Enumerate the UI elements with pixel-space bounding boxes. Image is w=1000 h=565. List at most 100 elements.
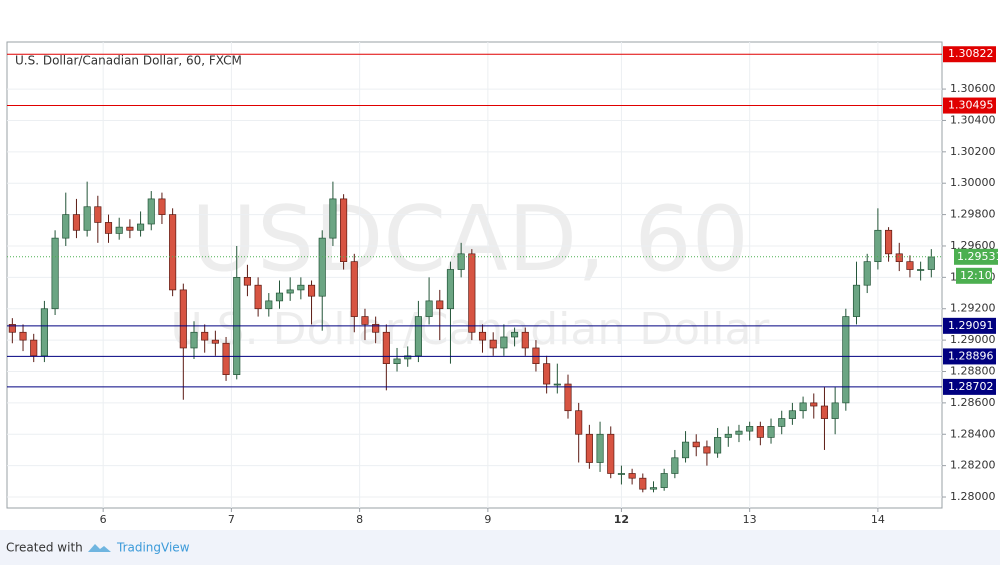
candle-body [703, 446, 711, 454]
candle-body [179, 289, 187, 349]
candle-body [393, 358, 401, 364]
candle-body [628, 473, 636, 479]
y-tick-label: 1.28600 [950, 396, 996, 409]
candle-body [158, 198, 166, 215]
candle-body [532, 347, 540, 364]
tradingview-logo [88, 544, 111, 552]
candle-body [307, 284, 316, 297]
y-tick-label: 1.30600 [950, 82, 996, 95]
candle-body [94, 206, 102, 223]
candle-body [190, 331, 198, 349]
y-tick-label: 1.30200 [950, 145, 996, 158]
y-tick-label: 1.28200 [950, 459, 996, 472]
candle-body [564, 383, 572, 412]
candle-body [83, 206, 91, 231]
level-label: 1.29091 [948, 319, 994, 332]
x-tick-label: 9 [484, 513, 491, 526]
candle-body [72, 214, 81, 231]
candle-body [297, 284, 305, 291]
x-tick-label: 14 [871, 513, 885, 526]
candle-body [735, 430, 743, 435]
candle-body [885, 229, 893, 255]
candle-body [137, 223, 145, 231]
candle-body [446, 269, 455, 310]
level-tag [943, 348, 996, 365]
candle-body [468, 253, 476, 333]
candle-body [596, 433, 604, 463]
candle-body [382, 331, 390, 364]
level-label: 1.30822 [948, 47, 994, 60]
candle-body [147, 198, 155, 225]
last-price-tag [954, 248, 998, 265]
level-label: 1.28896 [948, 349, 994, 362]
candle-body [714, 437, 722, 454]
candle-body [104, 222, 113, 234]
candle-body [917, 269, 925, 271]
candle-body [660, 473, 668, 488]
footer-brand[interactable]: TradingView [116, 541, 190, 555]
candle-body [788, 410, 796, 419]
candle-body [831, 402, 839, 419]
candle-body [617, 473, 625, 475]
candle-body [329, 198, 337, 239]
y-tick-label: 1.29200 [950, 302, 996, 315]
candle-body [457, 253, 465, 270]
candle-body [842, 316, 850, 404]
candle-body [639, 477, 647, 490]
candle-body [62, 214, 70, 239]
level-tag [943, 97, 996, 114]
level-tag [943, 46, 996, 63]
candle-body [350, 261, 358, 317]
footer-bar [0, 530, 1000, 565]
candle-body [115, 226, 123, 234]
candle-body [265, 300, 273, 310]
candle-body [746, 426, 754, 432]
candle-body [692, 441, 700, 448]
candle-body [372, 324, 380, 333]
x-tick-label: 12 [614, 513, 629, 526]
candle-body [201, 331, 209, 341]
candle-body [254, 284, 262, 310]
level-tag [943, 378, 996, 395]
candle-body [543, 363, 551, 385]
candle-body [874, 229, 882, 263]
candle-body [8, 324, 16, 333]
candle-body [286, 289, 294, 294]
y-tick-label: 1.29000 [950, 333, 996, 346]
candle-body [222, 342, 230, 375]
candle-body [585, 433, 593, 463]
y-tick-label: 1.29800 [950, 208, 996, 221]
x-tick-label: 13 [743, 513, 757, 526]
candle-body [895, 253, 903, 263]
candle-body [478, 331, 487, 341]
candle-body [767, 426, 775, 438]
candle-body [243, 277, 251, 286]
candle-body [778, 418, 786, 427]
y-tick-label: 1.30400 [950, 113, 996, 126]
candle-body [19, 331, 27, 341]
candle-body [425, 300, 433, 317]
candle-body [30, 339, 38, 357]
countdown-label: 12:10 [960, 269, 992, 282]
candle-body [436, 300, 444, 310]
candle-body [724, 433, 732, 438]
candle-body [553, 383, 561, 386]
candle-body [361, 316, 369, 325]
candle-body [863, 261, 871, 286]
candle-body [500, 336, 508, 349]
candle-body [211, 339, 219, 344]
countdown-tag [956, 267, 992, 284]
candle-body [906, 261, 914, 270]
candle-body [756, 426, 764, 438]
candle-body [681, 441, 690, 459]
candle-body [607, 433, 615, 474]
y-tick-label: 1.29600 [950, 239, 996, 252]
candle-body [275, 292, 284, 302]
candle-body [40, 308, 48, 357]
candle-body [318, 237, 326, 297]
candle-body [511, 331, 519, 338]
candle-body [810, 402, 818, 407]
y-tick-label: 1.30000 [950, 176, 996, 189]
last-price-label: 1.29531 [957, 250, 1000, 263]
